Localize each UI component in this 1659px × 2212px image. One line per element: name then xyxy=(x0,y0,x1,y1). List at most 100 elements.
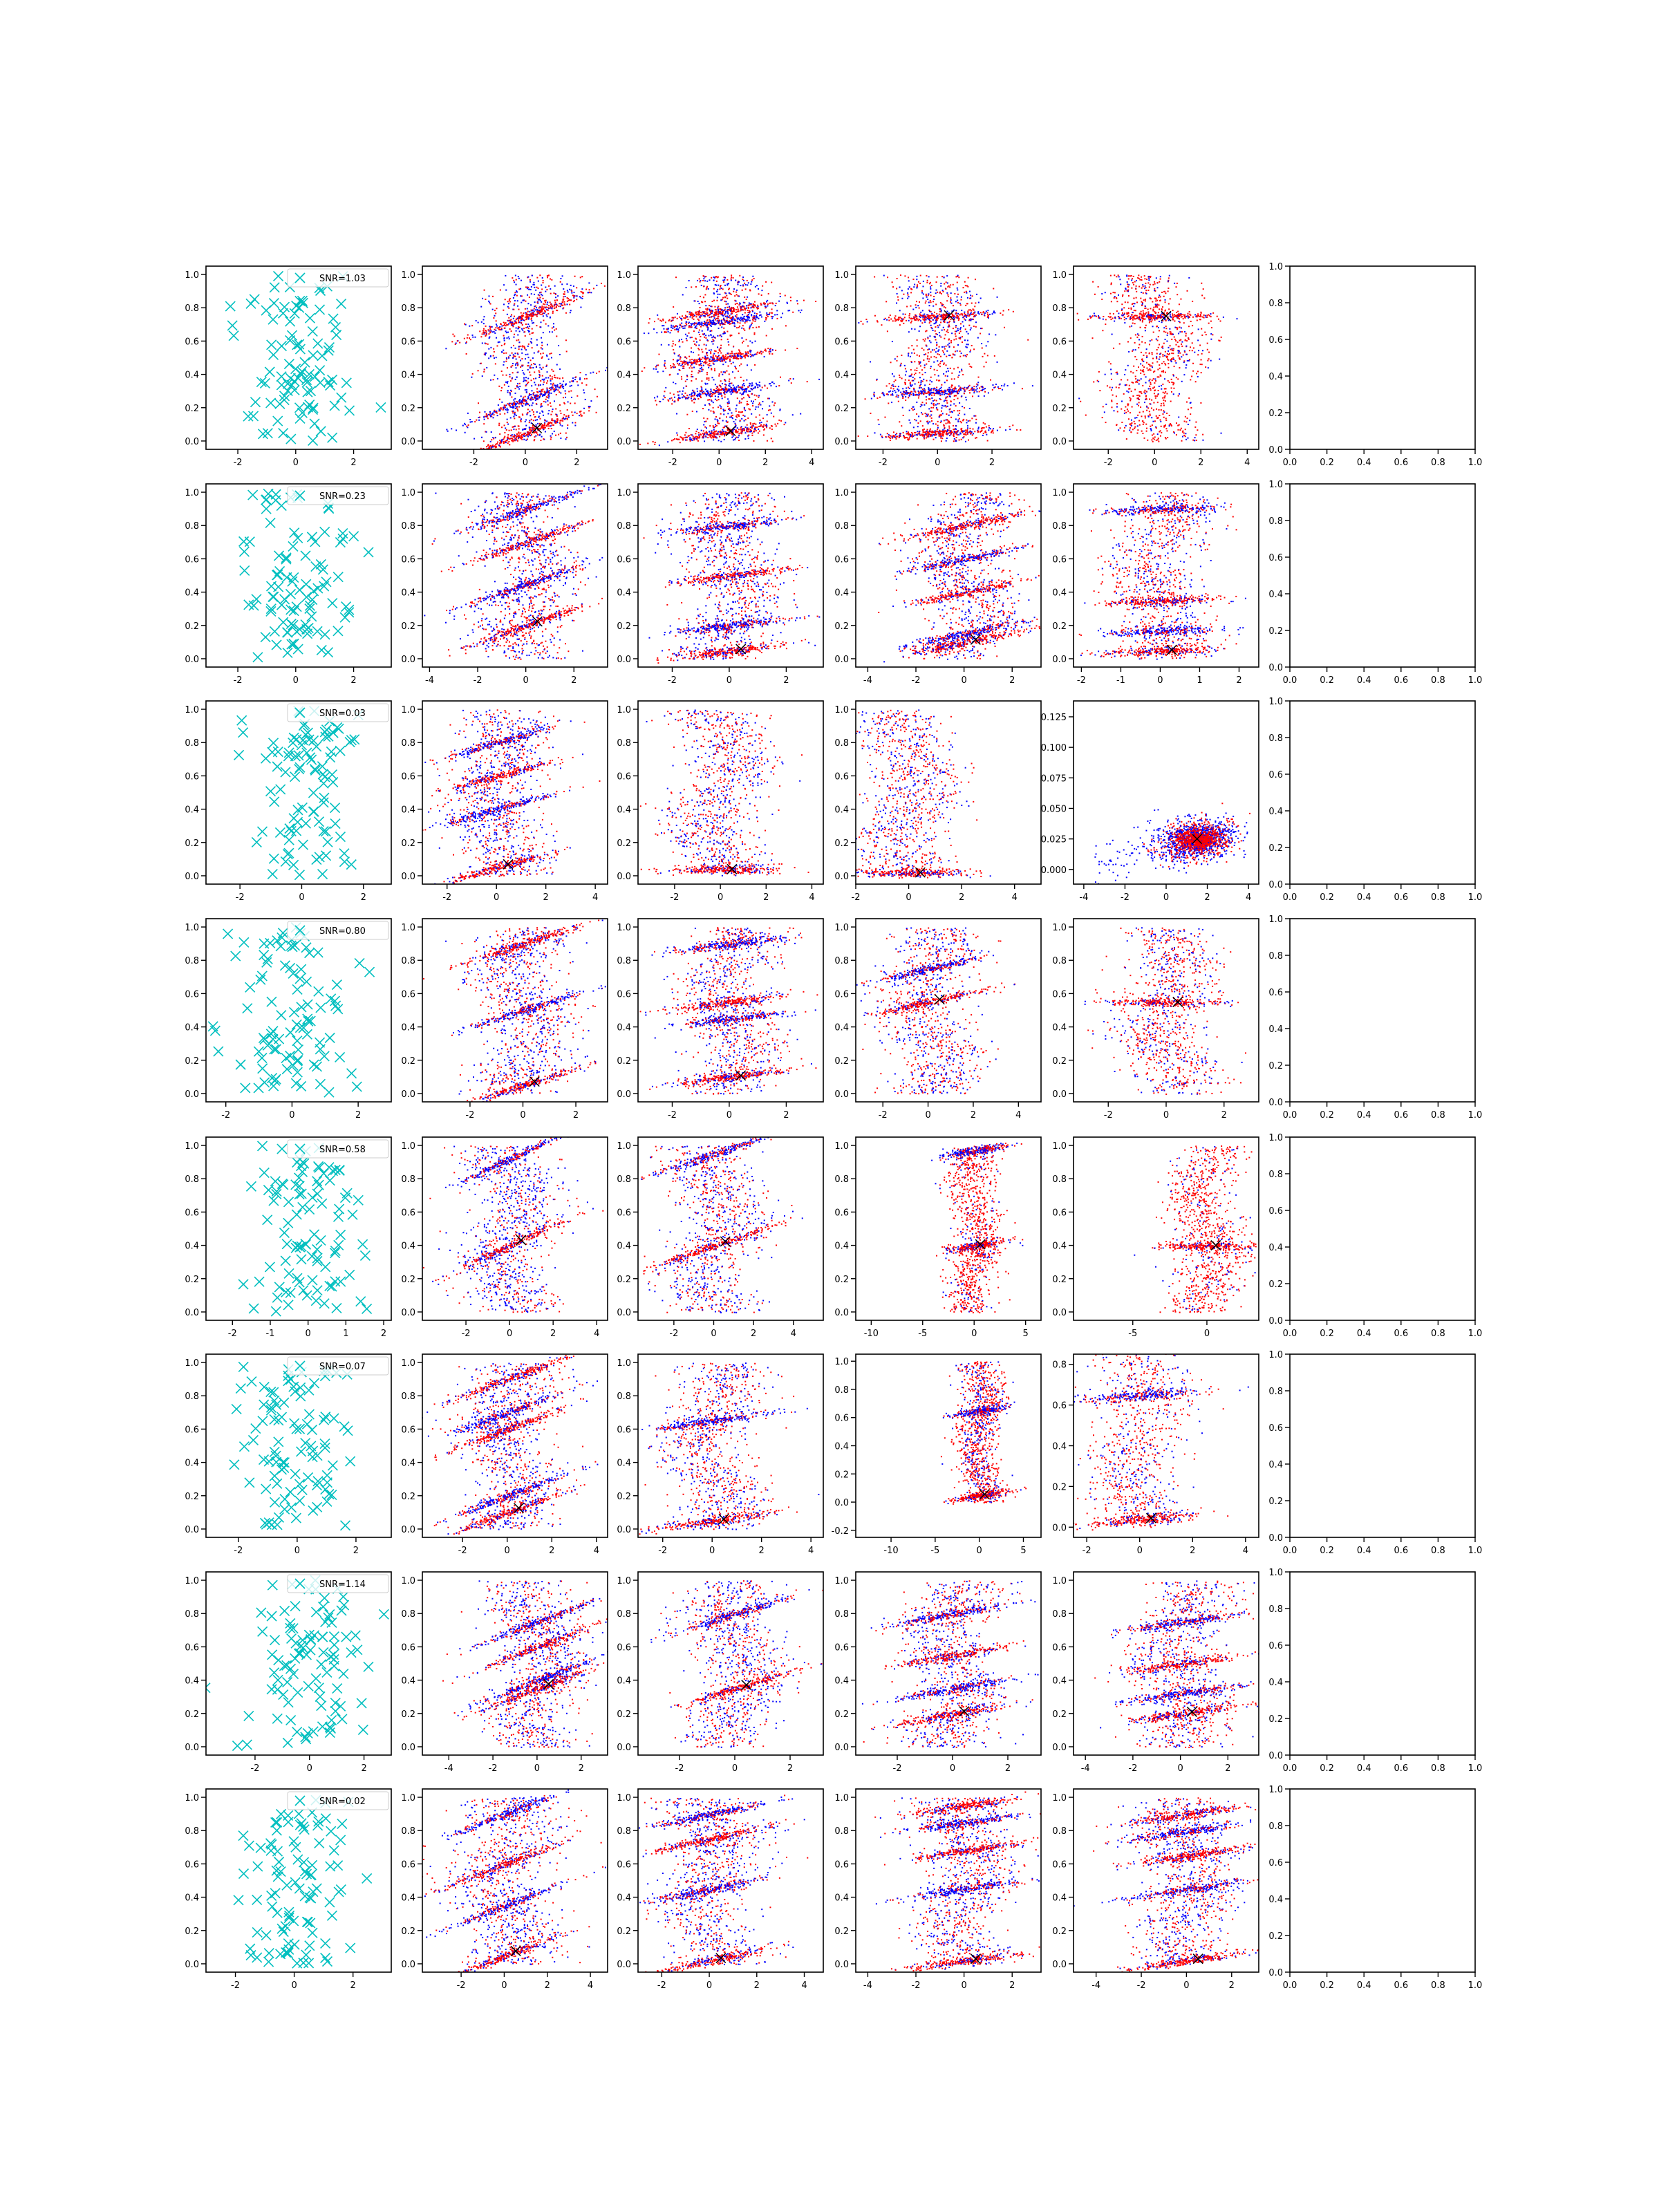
point xyxy=(691,400,693,402)
point xyxy=(735,308,737,310)
point xyxy=(705,436,707,438)
point xyxy=(559,432,561,434)
sample-marker xyxy=(268,298,279,309)
point xyxy=(719,418,721,420)
point xyxy=(512,439,514,441)
point xyxy=(917,284,919,286)
point xyxy=(920,384,922,386)
point xyxy=(969,350,971,353)
point xyxy=(514,388,516,390)
point xyxy=(516,400,518,402)
point xyxy=(749,326,751,328)
point xyxy=(489,446,491,448)
point xyxy=(671,399,673,401)
point xyxy=(503,406,505,409)
point xyxy=(724,372,727,374)
point xyxy=(736,431,738,433)
point xyxy=(901,406,903,409)
point xyxy=(532,431,534,433)
point xyxy=(970,349,972,351)
x-tick-label: -2 xyxy=(234,458,243,468)
point xyxy=(722,431,724,433)
point xyxy=(916,339,918,341)
point xyxy=(748,317,750,319)
point xyxy=(565,339,567,341)
point xyxy=(682,438,684,440)
point xyxy=(916,275,918,277)
point xyxy=(562,377,564,379)
point xyxy=(580,415,582,417)
point xyxy=(525,384,527,386)
point xyxy=(720,285,722,288)
point xyxy=(709,358,711,360)
point xyxy=(529,341,532,343)
point xyxy=(749,422,751,424)
point xyxy=(956,296,958,298)
point xyxy=(943,405,945,407)
point xyxy=(727,341,729,343)
point xyxy=(541,307,543,309)
point xyxy=(738,439,740,441)
point xyxy=(742,340,744,342)
point xyxy=(495,324,497,326)
point xyxy=(697,354,700,356)
point xyxy=(706,391,709,393)
point xyxy=(955,440,957,442)
point xyxy=(731,319,733,321)
point xyxy=(498,409,500,411)
point xyxy=(524,420,526,422)
point xyxy=(921,369,923,371)
point xyxy=(545,391,547,393)
point xyxy=(523,377,525,379)
point xyxy=(937,379,939,382)
point xyxy=(533,281,535,283)
point xyxy=(524,389,526,391)
point xyxy=(522,429,524,431)
point xyxy=(518,316,521,318)
point xyxy=(514,404,516,406)
point xyxy=(506,382,508,384)
point xyxy=(726,357,728,359)
point xyxy=(754,304,756,306)
point xyxy=(547,397,550,399)
point xyxy=(551,331,553,333)
point xyxy=(717,420,719,422)
point xyxy=(731,390,733,392)
point xyxy=(579,415,581,417)
point xyxy=(724,324,726,326)
point xyxy=(765,319,767,321)
point xyxy=(983,366,985,368)
point xyxy=(469,421,471,423)
point xyxy=(695,435,697,438)
point xyxy=(936,386,938,388)
point xyxy=(549,353,551,355)
point xyxy=(521,348,523,350)
point xyxy=(675,325,677,327)
point xyxy=(496,308,498,310)
point xyxy=(728,322,730,324)
point xyxy=(534,363,536,365)
point xyxy=(740,432,742,434)
point xyxy=(917,281,919,283)
point xyxy=(488,333,490,335)
point xyxy=(695,344,697,346)
point xyxy=(888,402,890,404)
point xyxy=(973,316,975,318)
point xyxy=(737,283,739,285)
point xyxy=(766,425,768,427)
point xyxy=(964,291,966,293)
point xyxy=(529,434,531,436)
point xyxy=(671,324,673,326)
point xyxy=(726,317,728,319)
point xyxy=(524,399,526,401)
point xyxy=(518,416,520,418)
point xyxy=(541,348,543,350)
point xyxy=(702,311,704,313)
point xyxy=(527,362,529,364)
point xyxy=(700,395,702,397)
point xyxy=(930,351,932,353)
point xyxy=(913,388,915,391)
point xyxy=(585,288,588,290)
point xyxy=(583,407,585,409)
point xyxy=(744,355,746,357)
